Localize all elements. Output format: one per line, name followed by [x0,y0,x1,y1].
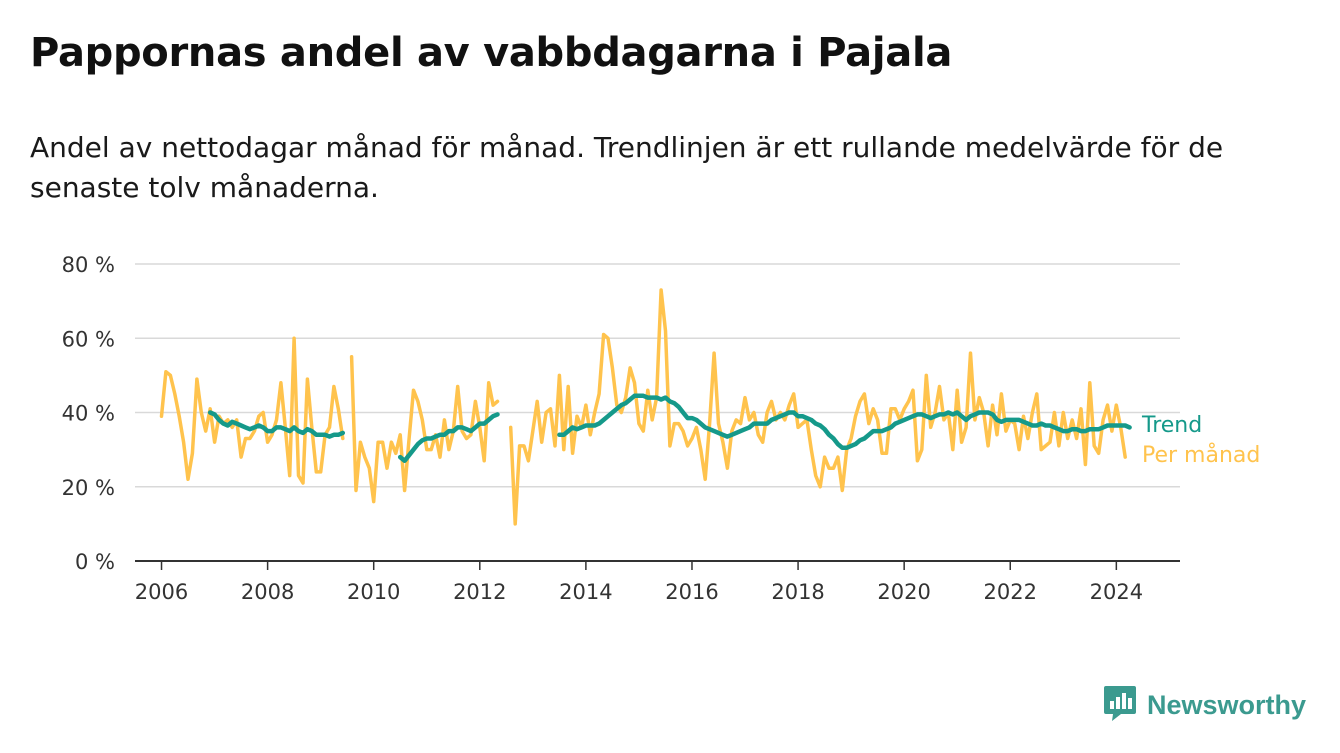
x-tick-label: 2006 [135,580,188,604]
chart-title: Pappornas andel av vabbdagarna i Pajala [30,30,953,76]
trend-line [207,410,346,439]
brand: Newsworthy [1103,684,1306,726]
x-tick-label: 2008 [241,580,294,604]
x-tick-label: 2022 [984,580,1037,604]
axes: 0 % 20 % 40 % 60 % 80 % 2006 2008 2010 2012 2014 2… [62,253,1180,604]
chart-subtitle: Andel av nettodagar månad för månad. Tre… [30,131,1224,204]
x-tick-label: 2016 [665,580,718,604]
x-tick-label: 2012 [453,580,506,604]
y-tick-label: 40 % [62,402,115,426]
x-tick-label: 2010 [347,580,400,604]
y-tick-label: 60 % [62,327,115,351]
monthly-line [508,288,1127,526]
series-label-trend: Trend [1141,413,1202,438]
series-lines [159,288,1132,526]
series-labels: Per månad Trend [1141,413,1260,468]
trend-line [397,412,500,464]
trend-line [557,393,1132,451]
x-tick-label: 2014 [559,580,612,604]
y-tick-label: 80 % [62,253,115,277]
x-tick-label: 2024 [1090,580,1143,604]
x-tick-label: 2020 [877,580,930,604]
newsworthy-logo-icon [1103,684,1137,726]
series-label-monthly: Per månad [1142,442,1260,468]
x-tick-label: 2018 [771,580,824,604]
y-tick-label: 0 % [75,550,115,574]
monthly-line [349,355,500,504]
brand-name: Newsworthy [1147,689,1307,720]
monthly-line [159,336,345,485]
y-tick-label: 20 % [62,476,115,500]
